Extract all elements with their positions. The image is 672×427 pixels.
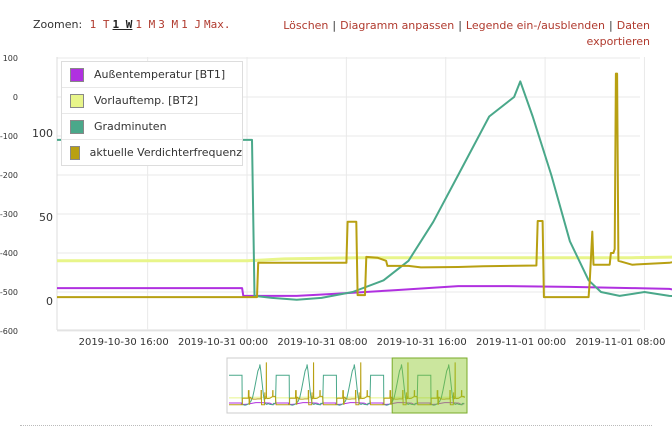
left-axis-tick: -400 xyxy=(0,249,18,258)
legend-swatch xyxy=(70,119,84,134)
series-layer xyxy=(57,72,672,301)
toggle-legend-link[interactable]: Legende ein-/ausblenden xyxy=(465,19,606,32)
navigator-series-line xyxy=(229,396,465,399)
legend-swatch xyxy=(70,93,84,108)
left-axis-tick: -200 xyxy=(0,171,18,180)
legend-label: Vorlauftemp. [BT2] xyxy=(94,94,198,107)
adjust-chart-link[interactable]: Diagramm anpassen xyxy=(340,19,455,32)
series-line xyxy=(57,72,672,299)
x-axis: 2019-10-30 16:00 2019-10-31 00:00 2019-10-… xyxy=(79,337,666,348)
navigator-series-line xyxy=(229,402,465,405)
right-axis-tick: 50 xyxy=(39,211,53,224)
series-line xyxy=(57,255,672,263)
export-data-link[interactable]: Daten exportieren xyxy=(586,19,650,48)
x-axis-tick: 2019-11-01 08:00 xyxy=(575,337,665,348)
left-axis-tick: -500 xyxy=(0,288,18,297)
left-axis-tick: -600 xyxy=(0,327,18,336)
navigator-selection xyxy=(391,357,468,414)
right-axis: 100 50 0 xyxy=(32,127,53,308)
navigator-frame xyxy=(226,357,468,414)
navigator-series xyxy=(229,362,465,406)
zoom-option[interactable]: 1 W xyxy=(112,18,133,31)
chart-actions: Löschen | Diagramm anpassen | Legende ein-/a… xyxy=(270,18,650,50)
left-axis-tick: 100 xyxy=(3,54,18,63)
legend-item[interactable]: aktuelle Verdichterfrequenz xyxy=(62,140,242,165)
legend-label: Gradminuten xyxy=(94,120,167,133)
separator: | xyxy=(609,19,613,32)
right-axis-tick: 0 xyxy=(46,295,53,308)
zoom-label: Zoomen: xyxy=(33,18,83,31)
legend-label: Außentemperatur [BT1] xyxy=(94,68,226,81)
separator: | xyxy=(458,19,462,32)
x-axis-tick: 2019-10-31 00:00 xyxy=(178,337,268,348)
zoom-option[interactable]: 3 M xyxy=(158,18,179,31)
chart-legend[interactable]: Außentemperatur [BT1] Vorlauftemp. [BT2] G… xyxy=(61,61,243,166)
separator: | xyxy=(332,19,337,32)
x-axis-tick: 2019-10-30 16:00 xyxy=(79,337,169,348)
x-axis-tick: 2019-10-31 08:00 xyxy=(277,337,367,348)
legend-item[interactable]: Gradminuten xyxy=(62,114,242,140)
left-axis-tick: -100 xyxy=(0,132,18,141)
legend-item[interactable]: Außentemperatur [BT1] xyxy=(62,62,242,88)
main-chart[interactable]: 100 0 -100 -200 -300 -400 -500 -600 100 50 0 2019… xyxy=(0,0,672,360)
left-axis: 100 0 -100 -200 -300 -400 -500 -600 xyxy=(0,54,18,336)
left-axis-tick: 0 xyxy=(13,93,18,102)
series-line xyxy=(57,80,672,301)
bottom-divider xyxy=(20,425,652,426)
navigator-series-line xyxy=(229,362,465,406)
series-line xyxy=(57,285,672,297)
delete-link[interactable]: Löschen xyxy=(283,19,329,32)
legend-item[interactable]: Vorlauftemp. [BT2] xyxy=(62,88,242,114)
right-axis-tick: 100 xyxy=(32,127,53,140)
legend-swatch xyxy=(70,67,84,82)
zoom-option[interactable]: 1 T xyxy=(89,18,110,31)
zoom-option[interactable]: Max. xyxy=(204,18,231,31)
x-axis-tick: 2019-10-31 16:00 xyxy=(377,337,467,348)
zoom-option[interactable]: 1 M xyxy=(135,18,156,31)
left-axis-tick: -300 xyxy=(0,210,18,219)
x-axis-tick: 2019-11-01 00:00 xyxy=(476,337,566,348)
zoom-option[interactable]: 1 J xyxy=(181,18,202,31)
legend-label: aktuelle Verdichterfrequenz xyxy=(89,146,242,159)
navigator-series-line xyxy=(229,364,465,406)
legend-swatch xyxy=(70,145,80,160)
